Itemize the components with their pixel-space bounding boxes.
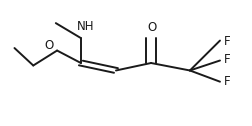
Text: F: F — [224, 35, 230, 48]
Text: O: O — [44, 39, 53, 52]
Text: O: O — [148, 21, 157, 34]
Text: F: F — [224, 75, 230, 88]
Text: NH: NH — [77, 20, 95, 33]
Text: F: F — [224, 53, 230, 66]
